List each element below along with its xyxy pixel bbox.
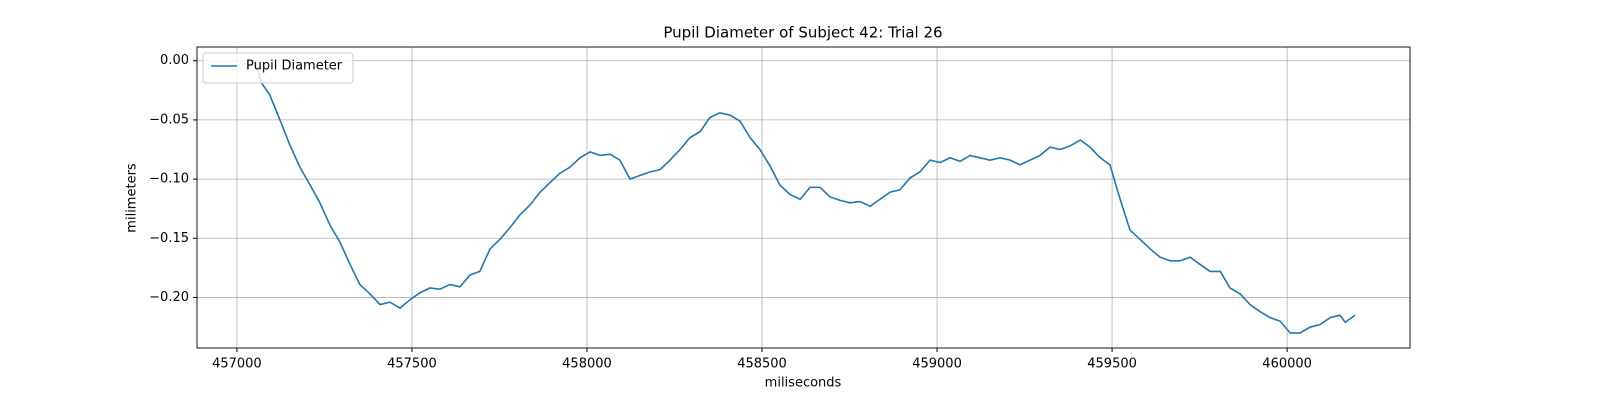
legend-box (202, 52, 354, 84)
x-tick-label: 458500 (737, 357, 787, 372)
legend-label: Pupil Diameter (246, 59, 343, 74)
y-tick-label: −0.20 (149, 290, 189, 305)
y-tick-label: 0.00 (160, 53, 189, 68)
x-tick-label: 459000 (912, 357, 962, 372)
chart-title: Pupil Diameter of Subject 42: Trial 26 (663, 24, 942, 42)
y-axis-label: milimeters (125, 163, 140, 233)
x-tick-label: 457000 (212, 357, 262, 372)
x-tick-label: 458000 (562, 357, 612, 372)
x-axis-label: miliseconds (765, 376, 842, 391)
y-tick-label: −0.05 (149, 112, 189, 127)
x-tick-label: 460000 (1262, 357, 1312, 372)
y-tick-label: −0.15 (149, 231, 189, 246)
plot-frame (196, 46, 1411, 349)
data-line (253, 60, 1356, 334)
y-tick-label: −0.10 (149, 172, 189, 187)
x-tick-label: 459500 (1087, 357, 1137, 372)
x-tick-label: 457500 (387, 357, 437, 372)
